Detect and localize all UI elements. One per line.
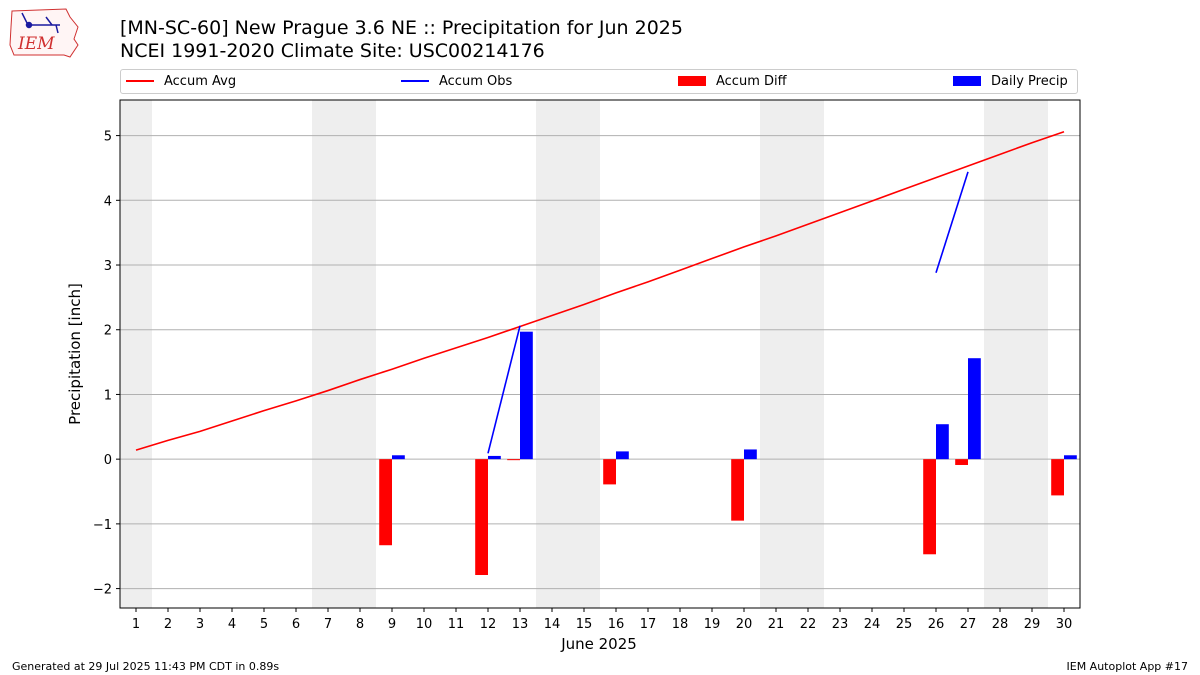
daily-precip-bar-13 — [520, 331, 533, 460]
x-tick-label-4: 4 — [228, 617, 236, 632]
x-tick-label-21: 21 — [768, 617, 785, 632]
x-tick-label-9: 9 — [388, 617, 396, 632]
y-tick-label-0: 0 — [104, 453, 112, 468]
accum-obs-line-segment-1 — [935, 171, 969, 274]
legend-swatch-accum-obs — [401, 79, 429, 82]
x-tick-label-3: 3 — [196, 617, 204, 632]
x-tick-label-22: 22 — [800, 617, 817, 632]
weekend-band-15 — [568, 100, 600, 608]
x-tick-label-11: 11 — [448, 617, 465, 632]
legend-swatch-accum-diff — [678, 75, 706, 86]
x-tick-label-1: 1 — [132, 617, 140, 632]
x-tick-label-24: 24 — [864, 617, 881, 632]
daily-precip-bar-16 — [616, 451, 629, 460]
footer-generated-text: Generated at 29 Jul 2025 11:43 PM CDT in… — [12, 660, 280, 673]
accum-diff-bar-12 — [475, 459, 488, 575]
x-tick-label-29: 29 — [1024, 617, 1041, 632]
legend-label-accum-avg: Accum Avg — [164, 74, 237, 89]
x-tick-label-18: 18 — [672, 617, 689, 632]
y-tick-label-1: 1 — [104, 388, 112, 403]
x-tick-label-7: 7 — [324, 617, 332, 632]
accum-diff-bar-9 — [379, 459, 392, 546]
legend-item-accum-obs: Accum Obs — [401, 74, 512, 90]
y-gridlines — [120, 135, 1080, 590]
legend-label-accum-obs: Accum Obs — [439, 74, 513, 89]
x-tick-label-8: 8 — [356, 617, 364, 632]
daily-precip-bar-27 — [968, 358, 981, 460]
iowa-outline-shape — [9, 8, 79, 58]
weekend-band-22 — [792, 100, 824, 608]
x-tick-label-5: 5 — [260, 617, 268, 632]
logo-text: IEM — [17, 34, 55, 54]
weekend-band-28 — [984, 100, 1016, 608]
axes — [116, 99, 1081, 612]
bar-series — [379, 331, 1077, 575]
x-tick-label-23: 23 — [832, 617, 849, 632]
x-tick-label-26: 26 — [928, 617, 945, 632]
weekend-band-1 — [120, 100, 152, 608]
accum-diff-bar-26 — [923, 459, 936, 555]
accum-diff-bar-27 — [955, 459, 968, 465]
x-tick-label-10: 10 — [416, 617, 433, 632]
chart-title: [MN-SC-60] New Prague 3.6 NE :: Precipit… — [120, 17, 683, 39]
accum-diff-bar-30 — [1051, 459, 1064, 496]
x-tick-label-25: 25 — [896, 617, 913, 632]
weekend-band-7 — [312, 100, 344, 608]
x-tick-label-14: 14 — [544, 617, 561, 632]
legend-item-accum-avg: Accum Avg — [126, 74, 236, 90]
daily-precip-bar-9 — [392, 455, 405, 460]
weekend-band-29 — [1016, 100, 1048, 608]
daily-precip-bar-20 — [744, 449, 757, 460]
x-tick-label-12: 12 — [480, 617, 497, 632]
x-tick-label-13: 13 — [512, 617, 529, 632]
x-tick-label-20: 20 — [736, 617, 753, 632]
y-axis-label: Precipitation [inch] — [66, 283, 84, 425]
x-tick-label-6: 6 — [292, 617, 300, 632]
y-tick-label-2: 2 — [104, 324, 112, 339]
accum-diff-bar-20 — [731, 459, 744, 521]
x-tick-label-16: 16 — [608, 617, 625, 632]
chart-subtitle: NCEI 1991-2020 Climate Site: USC00214176 — [120, 40, 545, 62]
y-tick-label-5: 5 — [104, 130, 112, 145]
x-tick-label-15: 15 — [576, 617, 593, 632]
plot-frame — [119, 99, 1081, 609]
weekend-band-21 — [760, 100, 792, 608]
legend-label-daily-precip: Daily Precip — [991, 74, 1068, 89]
legend-swatch-daily-precip — [953, 75, 981, 86]
x-tick-label-28: 28 — [992, 617, 1009, 632]
x-tick-label-2: 2 — [164, 617, 172, 632]
footer-app-label: IEM Autoplot App #17 — [1066, 660, 1189, 673]
x-axis-label: June 2025 — [560, 635, 637, 653]
accum-diff-bar-13 — [507, 459, 520, 461]
accum-diff-bar-16 — [603, 459, 616, 485]
weekend-band-14 — [536, 100, 568, 608]
y-tick-label--1: −1 — [93, 518, 112, 533]
x-tick-label-17: 17 — [640, 617, 657, 632]
legend-label-accum-diff: Accum Diff — [716, 74, 787, 89]
legend-item-daily-precip: Daily Precip — [953, 74, 1068, 90]
weather-station-icon — [21, 12, 60, 34]
legend-swatch-accum-avg — [126, 79, 154, 82]
daily-precip-bar-26 — [936, 424, 949, 460]
accum-avg-line — [135, 130, 1065, 451]
daily-precip-bar-30 — [1064, 455, 1077, 460]
daily-precip-bar-12 — [488, 455, 501, 460]
line-series — [135, 130, 1065, 454]
y-tick-label-4: 4 — [104, 194, 112, 209]
y-tick-label-3: 3 — [104, 259, 112, 274]
chart-legend: Accum Avg Accum Obs Accum Diff Daily Pre… — [120, 69, 1078, 94]
y-tick-label--2: −2 — [93, 583, 112, 598]
iem-logo: IEM — [9, 8, 79, 58]
weekend-band-8 — [344, 100, 376, 608]
x-tick-label-27: 27 — [960, 617, 977, 632]
legend-item-accum-diff: Accum Diff — [678, 74, 787, 90]
weekend-shading — [120, 100, 1048, 608]
x-tick-label-19: 19 — [704, 617, 721, 632]
accum-obs-line-segment-0 — [487, 325, 521, 454]
x-tick-label-30: 30 — [1056, 617, 1073, 632]
